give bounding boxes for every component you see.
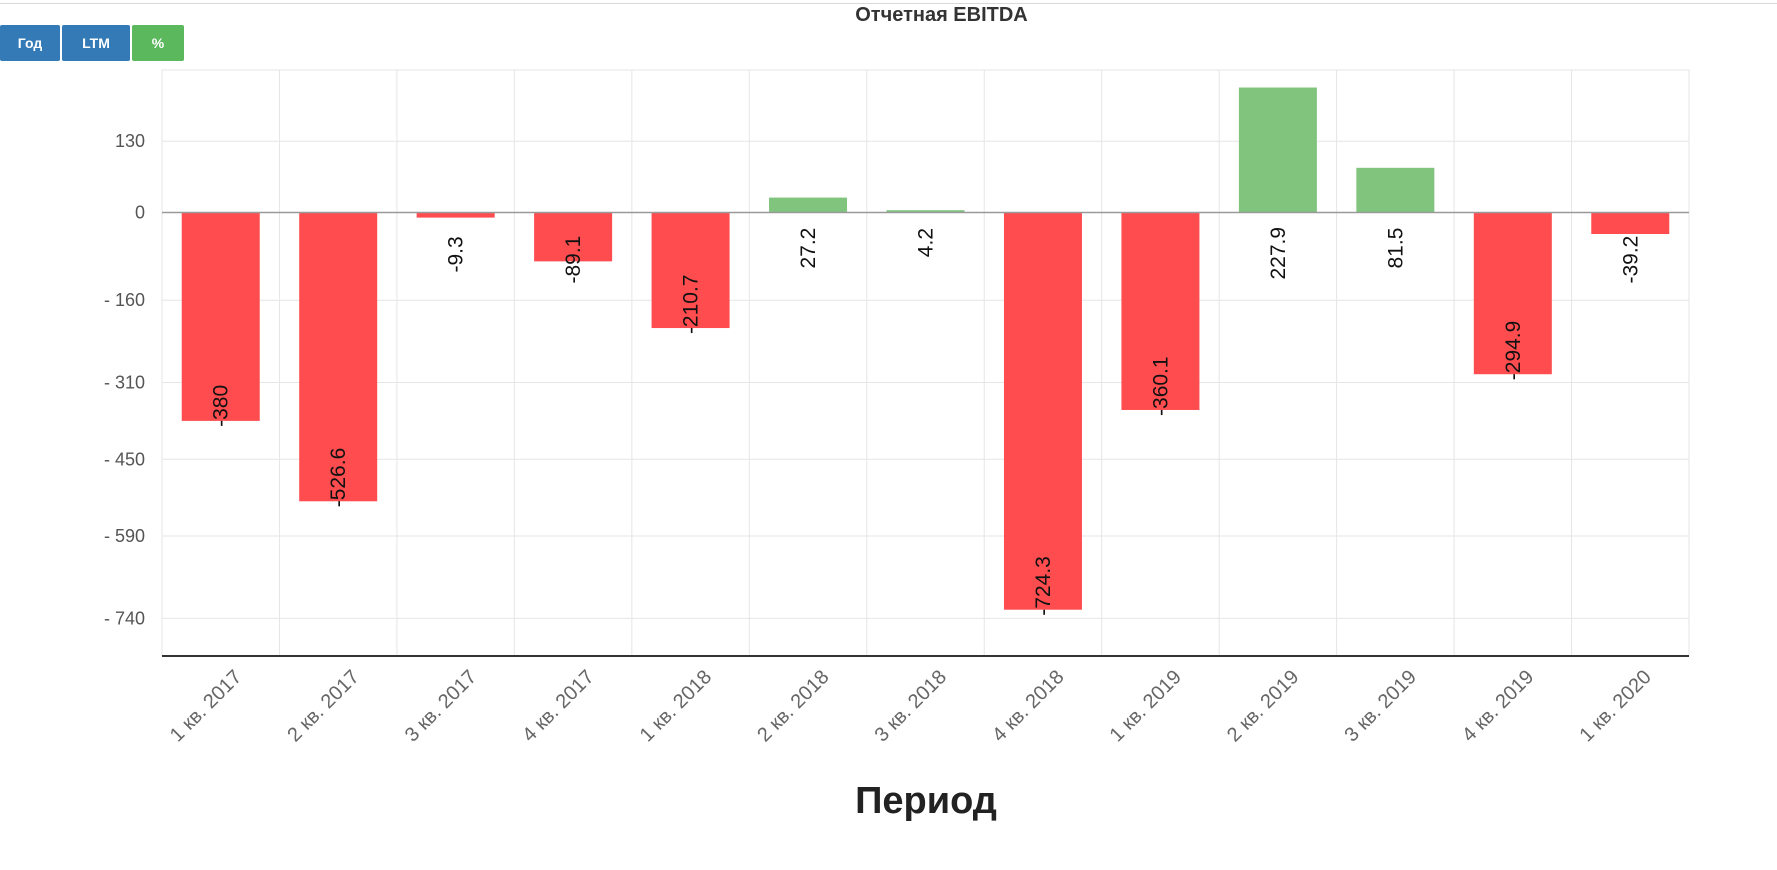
bar-value-label: -294.9 bbox=[1502, 321, 1525, 381]
plot-frame bbox=[161, 69, 1690, 657]
bar bbox=[1591, 212, 1670, 234]
y-tick-label: 130 bbox=[115, 131, 145, 151]
x-tick-label: 4 кв. 2018 bbox=[988, 666, 1068, 746]
bar bbox=[1356, 167, 1435, 213]
bar bbox=[299, 212, 378, 502]
bar bbox=[416, 212, 495, 218]
x-tick-label: 1 кв. 2020 bbox=[1575, 666, 1655, 746]
y-tick-label: - 590 bbox=[104, 526, 145, 546]
bar-value-label: -380 bbox=[210, 385, 233, 427]
bar bbox=[769, 197, 848, 213]
bar-value-label: -89.1 bbox=[562, 236, 585, 284]
bar bbox=[886, 210, 965, 213]
bar-value-label: -360.1 bbox=[1149, 356, 1172, 416]
x-tick-label: 3 кв. 2018 bbox=[871, 666, 951, 746]
bar-value-label: -39.2 bbox=[1619, 236, 1642, 284]
bar bbox=[1121, 212, 1200, 410]
x-tick-label: 1 кв. 2017 bbox=[166, 666, 246, 746]
bar-value-label: -9.3 bbox=[445, 236, 468, 272]
top-divider bbox=[0, 3, 1777, 4]
bar bbox=[181, 212, 260, 421]
bar-value-label: -724.3 bbox=[1032, 556, 1055, 616]
x-tick-label: 1 кв. 2018 bbox=[636, 666, 716, 746]
bar-value-label: 227.9 bbox=[1267, 227, 1290, 280]
x-tick-label: 2 кв. 2019 bbox=[1223, 666, 1303, 746]
y-tick-label: 0 bbox=[135, 203, 145, 223]
x-tick-label: 3 кв. 2019 bbox=[1341, 666, 1421, 746]
y-tick-label: - 310 bbox=[104, 373, 145, 393]
y-tick-label: - 450 bbox=[104, 449, 145, 469]
bar bbox=[1238, 87, 1317, 213]
x-tick-label: 2 кв. 2018 bbox=[753, 666, 833, 746]
x-tick-label: 1 кв. 2019 bbox=[1106, 666, 1186, 746]
x-axis-title: Период bbox=[855, 780, 997, 822]
year-button[interactable]: Год bbox=[0, 25, 60, 61]
bar bbox=[534, 212, 613, 262]
bar-value-label: -210.7 bbox=[680, 275, 703, 335]
x-tick-label: 4 кв. 2019 bbox=[1458, 666, 1538, 746]
ltm-button[interactable]: LTM bbox=[62, 25, 130, 61]
y-tick-label: - 740 bbox=[104, 608, 145, 628]
x-tick-label: 3 кв. 2017 bbox=[401, 666, 481, 746]
y-tick-label: - 160 bbox=[104, 290, 145, 310]
bar bbox=[1473, 212, 1552, 375]
bar-value-label: -526.6 bbox=[327, 448, 350, 508]
bar-value-label: 4.2 bbox=[915, 228, 938, 257]
chart-title: Отчетная EBITDA bbox=[855, 4, 1028, 26]
bar bbox=[651, 212, 730, 329]
x-tick-label: 2 кв. 2017 bbox=[283, 666, 363, 746]
bar bbox=[1003, 212, 1082, 610]
x-tick-label: 4 кв. 2017 bbox=[518, 666, 598, 746]
percent-button[interactable]: % bbox=[132, 25, 184, 61]
bar-value-label: 27.2 bbox=[797, 228, 820, 269]
bar-value-label: 81.5 bbox=[1384, 228, 1407, 269]
chart-toolbar: Год LTM % bbox=[0, 25, 184, 61]
